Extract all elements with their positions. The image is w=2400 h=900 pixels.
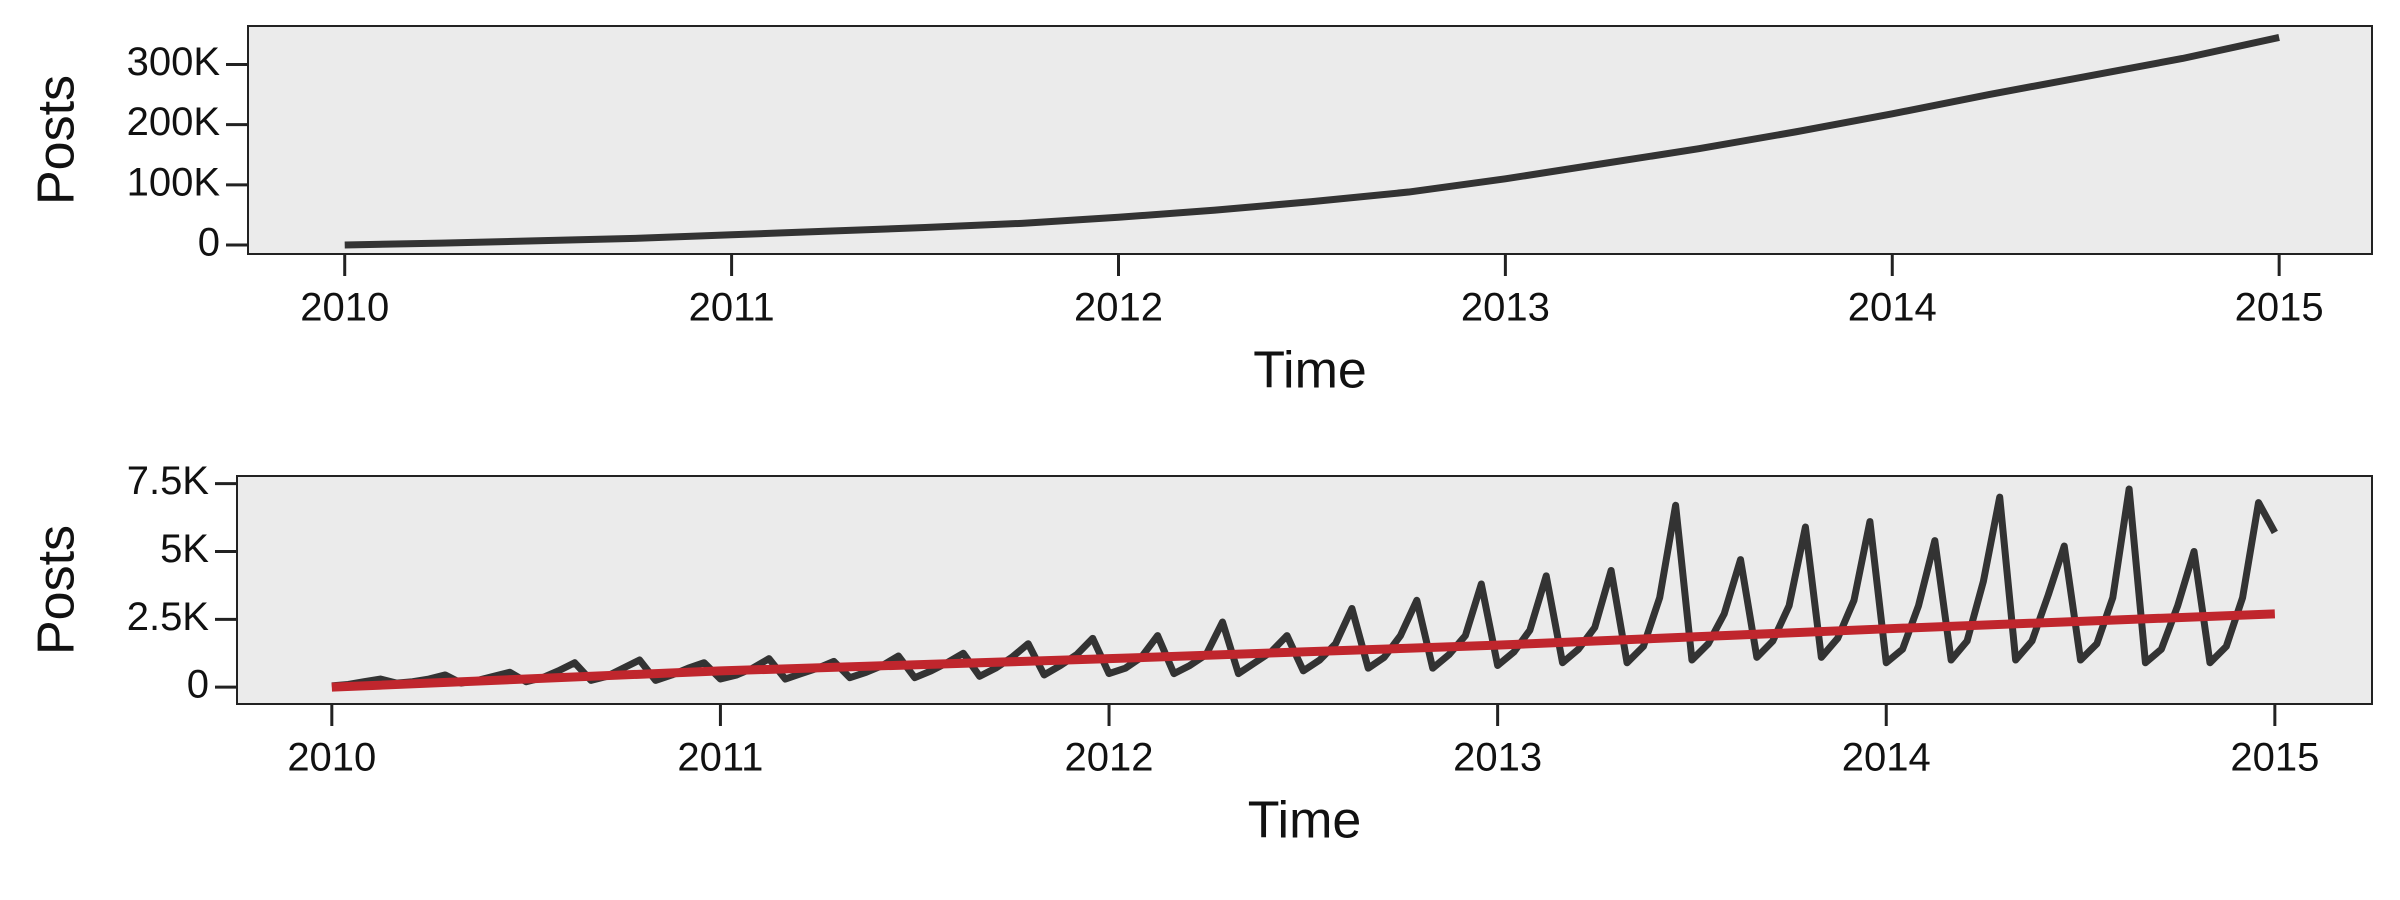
x-tick-label: 2014 xyxy=(1842,736,1931,780)
y-tick-label: 300K xyxy=(127,40,221,84)
x-tick-label: 2013 xyxy=(1453,736,1542,780)
x-tick-label: 2011 xyxy=(677,736,763,780)
x-tick-label: 2014 xyxy=(1848,286,1937,330)
y-tick-label: 0 xyxy=(187,663,209,707)
x-tick-label: 2010 xyxy=(300,286,389,330)
series-line xyxy=(344,34,2280,249)
x-tick-label: 2012 xyxy=(1065,736,1154,780)
y-tick-label: 100K xyxy=(127,160,221,204)
y-axis-label: Posts xyxy=(28,75,86,205)
x-axis-label: Time xyxy=(1253,342,1367,400)
y-tick-label: 0 xyxy=(198,221,220,265)
x-tick-label: 2015 xyxy=(2235,286,2324,330)
series-line xyxy=(331,609,2276,692)
x-axis-label: Time xyxy=(1248,792,1362,850)
y-tick-label: 5K xyxy=(160,527,209,571)
x-tick-label: 2015 xyxy=(2230,736,2319,780)
x-tick-label: 2011 xyxy=(689,286,775,330)
x-tick-label: 2010 xyxy=(287,736,376,780)
y-tick-label: 200K xyxy=(127,100,221,144)
y-axis-label: Posts xyxy=(28,525,86,655)
x-tick-label: 2012 xyxy=(1074,286,1163,330)
y-tick-label: 7.5K xyxy=(127,459,210,503)
plot-background xyxy=(247,25,2373,255)
x-tick-label: 2013 xyxy=(1461,286,1550,330)
series-line xyxy=(331,485,2278,690)
y-tick-label: 2.5K xyxy=(127,595,210,639)
